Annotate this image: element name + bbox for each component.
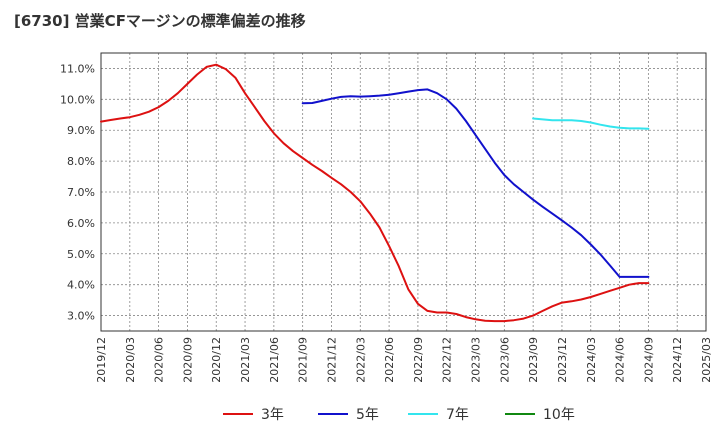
x-tick-label: 2024/03 [585, 337, 598, 383]
x-axis: 2019/12 2020/03 2020/06 2020/09 2020/12 2021/… [95, 337, 713, 383]
y-tick-label: 8.0% [67, 155, 95, 168]
series-line-5年 [301, 88, 650, 278]
legend: 3年 5年 7年 10年 [223, 407, 575, 423]
x-tick-label: 2024/06 [614, 337, 627, 383]
x-tick-label: 2020/03 [124, 337, 137, 383]
y-tick-label: 9.0% [67, 124, 95, 137]
x-tick-label: 2023/03 [470, 337, 483, 383]
x-tick-label: 2022/09 [412, 337, 425, 383]
x-tick-label: 2020/06 [153, 337, 166, 383]
legend-label: 3年 [261, 407, 284, 423]
x-tick-label: 2020/09 [181, 337, 194, 383]
x-tick-label: 2022/06 [383, 337, 396, 383]
y-tick-label: 6.0% [67, 217, 95, 230]
x-tick-label: 2021/09 [297, 337, 310, 383]
y-axis: 3.0% 4.0% 5.0% 6.0% 7.0% 8.0% 9.0% 10.0% 11.0% [60, 62, 95, 322]
x-tick-label: 2024/09 [642, 337, 655, 383]
x-tick-label: 2021/06 [268, 337, 281, 383]
x-tick-label: 2020/12 [210, 337, 223, 383]
y-tick-label: 11.0% [60, 62, 95, 75]
y-tick-label: 5.0% [67, 248, 95, 261]
x-tick-label: 2019/12 [95, 337, 108, 383]
x-tick-label: 2023/12 [556, 337, 569, 383]
x-tick-label: 2024/12 [671, 337, 684, 383]
y-tick-label: 10.0% [60, 93, 95, 106]
legend-label: 10年 [543, 407, 575, 423]
x-tick-label: 2022/12 [441, 337, 454, 383]
legend-label: 5年 [356, 407, 379, 423]
series-line-7年 [532, 117, 650, 130]
legend-label: 7年 [446, 407, 469, 423]
y-tick-label: 3.0% [67, 310, 95, 323]
x-tick-label: 2023/09 [527, 337, 540, 383]
x-tick-label: 2025/03 [700, 337, 713, 383]
plot-frame [100, 52, 707, 332]
y-tick-label: 4.0% [67, 279, 95, 292]
y-tick-label: 7.0% [67, 186, 95, 199]
x-tick-label: 2021/03 [239, 337, 252, 383]
series-line-3年 [100, 63, 650, 323]
grid-lines [100, 53, 707, 331]
x-tick-label: 2023/06 [498, 337, 511, 383]
x-tick-label: 2022/03 [354, 337, 367, 383]
chart-title: [6730] 営業CFマージンの標準偏差の推移 [14, 12, 306, 30]
x-tick-label: 2021/12 [325, 337, 338, 383]
series-lines [100, 63, 650, 323]
